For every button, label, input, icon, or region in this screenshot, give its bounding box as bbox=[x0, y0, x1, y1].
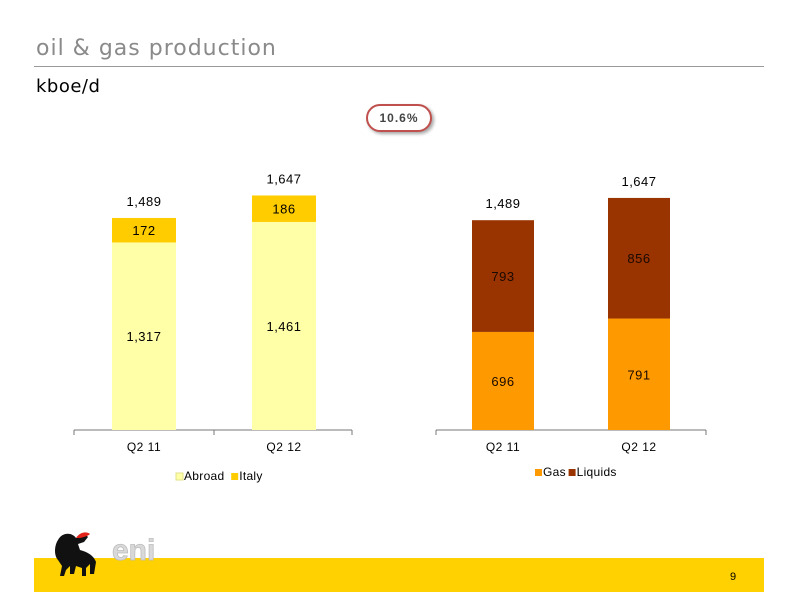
chart-1-legend-swatch-liquids bbox=[568, 469, 576, 476]
chart-0-bar-abroad-0 bbox=[112, 242, 176, 430]
chart-1-total-label-0: 1,489 bbox=[485, 196, 520, 211]
chart-0-bar-abroad-1 bbox=[252, 221, 316, 430]
footer-band bbox=[34, 558, 764, 592]
chart-0-value-label-abroad-0: 1,317 bbox=[126, 329, 161, 344]
chart-0-value-label-italy-1: 186 bbox=[272, 202, 295, 217]
eni-logo: eni bbox=[55, 532, 156, 576]
chart-0-legend-swatch-italy bbox=[231, 473, 239, 480]
eni-wordmark: eni bbox=[112, 534, 155, 567]
page-title: oil & gas production bbox=[36, 36, 277, 61]
chart-0-legend-label-abroad: Abroad bbox=[184, 469, 225, 483]
page-number: 9 bbox=[730, 571, 737, 583]
chart-1-bar-gas-1 bbox=[608, 318, 670, 430]
chart-1-total-label-1: 1,647 bbox=[621, 174, 656, 189]
chart-1-legend-label-gas: Gas bbox=[543, 465, 566, 479]
chart-0-total-label-1: 1,647 bbox=[266, 171, 301, 186]
eni-dog-icon bbox=[55, 532, 96, 576]
chart-0-bar-italy-1 bbox=[252, 195, 316, 222]
chart-1-legend-swatch-gas bbox=[535, 469, 542, 476]
chart-1-category-label-1: Q2 12 bbox=[621, 440, 656, 454]
chart-0-legend-swatch-abroad bbox=[175, 472, 184, 481]
chart-1-value-label-liquids-1: 856 bbox=[627, 251, 650, 266]
growth-badge: 10.6% bbox=[366, 104, 432, 132]
chart-0-total-label-0: 1,489 bbox=[126, 194, 161, 209]
chart-0-bar-italy-0 bbox=[112, 217, 176, 243]
chart-0-value-label-abroad-1: 1,461 bbox=[266, 319, 301, 334]
unit-subtitle: kboe/d bbox=[36, 76, 101, 97]
chart-1-value-label-gas-1: 791 bbox=[627, 367, 650, 382]
chart-0-category-label-1: Q2 12 bbox=[266, 440, 301, 454]
chart-0-value-label-italy-0: 172 bbox=[132, 223, 155, 238]
chart-0-legend-label-italy: Italy bbox=[239, 469, 263, 483]
chart-1-legend-label-liquids: Liquids bbox=[577, 465, 617, 479]
chart-1-bar-liquids-0 bbox=[472, 220, 534, 332]
chart-1-bar-gas-0 bbox=[472, 331, 534, 430]
chart-1-bar-liquids-1 bbox=[608, 197, 670, 319]
chart-1-value-label-liquids-0: 793 bbox=[491, 269, 514, 284]
chart-1-category-label-0: Q2 11 bbox=[486, 440, 520, 454]
chart-1-value-label-gas-0: 696 bbox=[491, 374, 514, 389]
title-divider bbox=[34, 66, 764, 67]
chart-0-category-label-0: Q2 11 bbox=[127, 440, 161, 454]
